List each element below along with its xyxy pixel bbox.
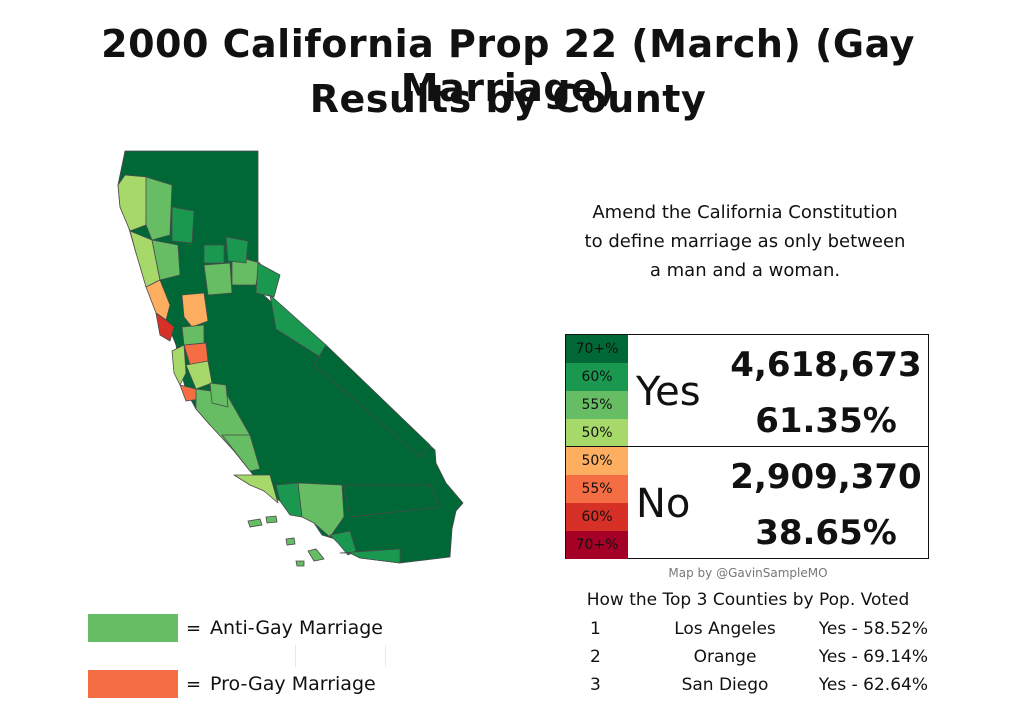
- county-lake: [151, 239, 181, 281]
- county-name: Los Angeles: [674, 619, 776, 639]
- yes-percent: 61.35%: [755, 401, 897, 441]
- county-napa: [181, 292, 209, 328]
- no-percent: 38.65%: [755, 513, 897, 553]
- yes-label: Yes: [636, 369, 701, 415]
- county-name: San Diego: [681, 675, 769, 695]
- scale-yes-70: 70+%: [566, 335, 628, 363]
- county-yuba: [203, 244, 225, 264]
- county-rank: 1: [590, 619, 601, 639]
- county-result: Yes - 69.14%: [818, 647, 928, 667]
- yes-votes: 4,618,673: [730, 345, 922, 385]
- legend-anti-swatch: [88, 614, 178, 642]
- county-name: Orange: [693, 647, 757, 667]
- county-sacramento: [203, 262, 233, 296]
- no-votes: 2,909,370: [730, 457, 922, 497]
- county-result: Yes - 62.64%: [818, 675, 928, 695]
- county-result: Yes - 58.52%: [818, 619, 928, 639]
- top-county-row: 3 San Diego Yes - 62.64%: [560, 671, 936, 699]
- scale-no-60: 60%: [566, 503, 628, 531]
- map-credit: Map by @GavinSampleMO: [668, 566, 828, 580]
- county-rank: 3: [590, 675, 601, 695]
- california-county-map: [117, 150, 464, 567]
- top-counties-title: How the Top 3 Counties by Pop. Voted: [586, 590, 910, 610]
- county-del-norte: [117, 174, 149, 232]
- description-line-2: to define marriage as only between: [584, 231, 906, 252]
- top-county-row: 2 Orange Yes - 69.14%: [560, 643, 936, 671]
- scale-yes-55: 55%: [566, 391, 628, 419]
- results-box: 70+% 60% 55% 50% 50% 55% 60% 70+% Yes 4,…: [565, 334, 929, 559]
- no-label: No: [636, 481, 691, 527]
- description-line-3: a man and a woman.: [649, 260, 841, 281]
- description-line-1: Amend the California Constitution: [592, 202, 898, 223]
- scale-no-55: 55%: [566, 475, 628, 503]
- proposition-description: Amend the California Constitution to def…: [555, 198, 935, 285]
- county-trinity: [171, 206, 195, 244]
- page-title: 2000 California Prop 22 (March) (Gay Mar…: [101, 22, 915, 110]
- county-riverside: [343, 484, 441, 518]
- county-solano: [181, 324, 205, 346]
- top-county-row: 1 Los Angeles Yes - 58.52%: [560, 615, 936, 643]
- channel-islands: [247, 515, 325, 567]
- legend-pro-swatch: [88, 670, 178, 698]
- county-rank: 2: [590, 647, 601, 667]
- county-sonoma: [145, 279, 171, 321]
- county-sierra: [225, 236, 249, 264]
- legend-pro-label: Pro-Gay Marriage: [210, 673, 376, 695]
- county-santa-barbara: [233, 474, 279, 504]
- county-san-benito: [209, 382, 229, 408]
- county-slo: [221, 434, 261, 472]
- page-subtitle: Results by County: [309, 77, 707, 121]
- results-divider: [566, 446, 928, 447]
- county-los-angeles: [297, 482, 345, 538]
- county-san-diego: [339, 548, 401, 564]
- legend-anti-equals: =: [186, 618, 202, 639]
- legend-pro-equals: =: [186, 674, 202, 695]
- county-el-dorado: [255, 262, 281, 298]
- county-san-mateo: [171, 344, 187, 386]
- county-marin: [155, 312, 175, 342]
- scale-no-50: 50%: [566, 447, 628, 475]
- legend-anti-label: Anti-Gay Marriage: [210, 617, 383, 639]
- county-shapes: [117, 150, 464, 564]
- county-ventura: [275, 482, 303, 518]
- county-humboldt: [145, 176, 173, 241]
- faint-divider: [295, 645, 296, 667]
- scale-yes-60: 60%: [566, 363, 628, 391]
- county-inyo: [313, 344, 431, 458]
- faint-divider: [385, 645, 386, 667]
- scale-yes-50: 50%: [566, 419, 628, 447]
- scale-no-70: 70+%: [566, 531, 628, 559]
